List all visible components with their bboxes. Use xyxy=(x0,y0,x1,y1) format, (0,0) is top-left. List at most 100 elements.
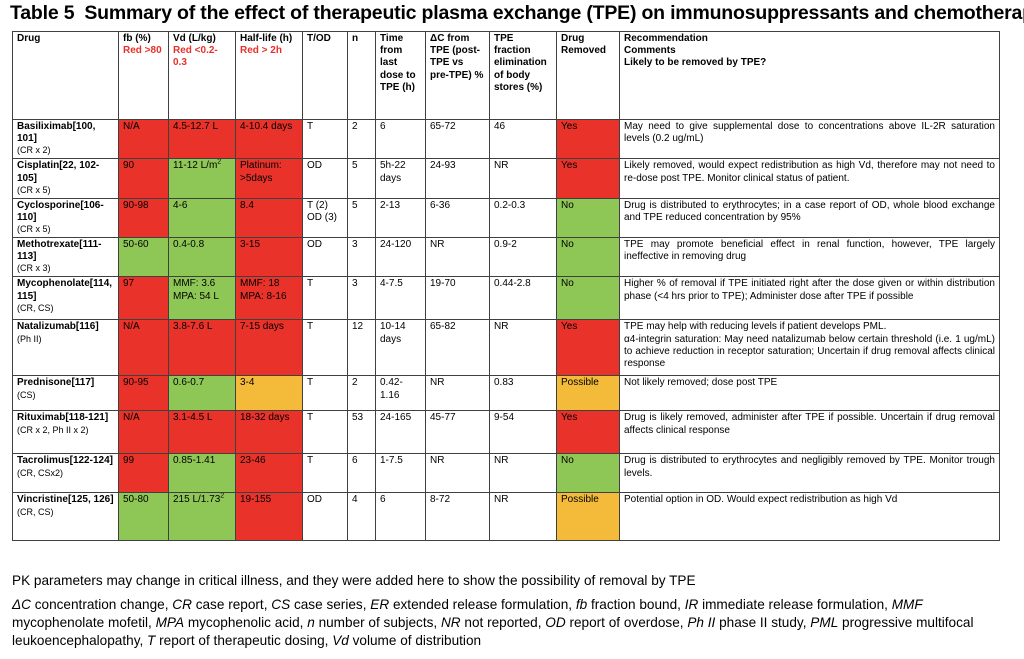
abbr-term: Vd xyxy=(332,633,349,648)
header-half-life: Half-life (h) Red > 2h xyxy=(235,31,303,120)
time-cell: 24-120 xyxy=(375,237,426,278)
drug-cell: Cyclosporine[106-110] (CR x 5) xyxy=(12,197,119,239)
drug-cell: Methotrexate[111-113] (CR x 3) xyxy=(12,237,119,278)
tod-cell: OD xyxy=(302,158,348,199)
abbr-definition: not reported xyxy=(464,615,538,630)
header-fb: fb (%) Red >80 xyxy=(118,31,169,120)
drug-removed-cell: No xyxy=(556,276,620,321)
table-row: Mycophenolate[114, 115] (CR, CS) 97 MMF: 3.… xyxy=(12,276,1000,321)
half-life-cell: 3-4 xyxy=(235,375,303,412)
drug-cell: Vincristine[125, 126] (CR, CS) xyxy=(12,492,119,542)
recommendation-cell: TPE may help with reducing levels if pat… xyxy=(619,319,1000,377)
table-row: Tacrolimus[122-124] (CR, CSx2) 99 0.85-1.41… xyxy=(12,453,1000,494)
drug-name: Natalizumab[116] xyxy=(17,321,99,333)
abbr-definition: progressive multifocal leukoencephalopat… xyxy=(12,615,974,648)
abbr-definition: case report xyxy=(195,597,264,612)
tpe-fraction-cell: 0.9-2 xyxy=(489,237,557,278)
half-life-cell: MMF: 18 MPA: 8-16 xyxy=(235,276,303,321)
tpe-fraction-cell: NR xyxy=(489,492,557,542)
drug-name: Mycophenolate[114, 115] xyxy=(17,278,113,302)
header-tod: T/OD xyxy=(302,31,348,120)
drug-study-type: (CR, CS) xyxy=(17,302,54,313)
time-cell: 1-7.5 xyxy=(375,453,426,494)
drug-cell: Basiliximab[100, 101] (CR x 2) xyxy=(12,118,119,160)
n-cell: 53 xyxy=(347,410,376,455)
abbr-definition: fraction bound xyxy=(590,597,678,612)
vd-cell: 0.6-0.7 xyxy=(168,375,236,412)
recommendation-cell: May need to give supplemental dose to co… xyxy=(619,118,1000,160)
table-row: Vincristine[125, 126] (CR, CS) 50-80 215 L/… xyxy=(12,492,1000,542)
tod-cell: T xyxy=(302,410,348,455)
table-row: Rituximab[118-121] (CR x 2, Ph II x 2) N/A… xyxy=(12,410,1000,455)
table-title: Table 5 Summary of the effect of therapeu… xyxy=(10,2,1024,25)
n-cell: 12 xyxy=(347,319,376,377)
abbr-definition: mycophenolate mofetil xyxy=(12,615,149,630)
fb-cell: N/A xyxy=(118,410,169,455)
n-cell: 3 xyxy=(347,276,376,321)
recommendation-cell: Drug is distributed to erythrocytes and … xyxy=(619,453,1000,494)
drug-name: Cyclosporine[106-110] xyxy=(17,199,104,223)
recommendation-cell: Potential option in OD. Would expect red… xyxy=(619,492,1000,542)
abbr-definition: report of therapeutic dosing xyxy=(159,633,325,648)
n-cell: 2 xyxy=(347,375,376,412)
abbr-term: MMF xyxy=(891,597,923,612)
drug-study-type: (CR, CSx2) xyxy=(17,467,64,478)
drug-cell: Rituximab[118-121] (CR x 2, Ph II x 2) xyxy=(12,410,119,455)
header-n: n xyxy=(347,31,376,120)
table-row: Natalizumab[116] (Ph II) N/A 3.8-7.6 L 7-15 … xyxy=(12,319,1000,377)
header-drug-removed: Drug Removed xyxy=(556,31,620,120)
drug-study-type: (CR, CS) xyxy=(17,506,54,517)
drug-name: Prednisone[117] xyxy=(17,377,95,389)
time-cell: 2-13 xyxy=(375,197,426,239)
drug-removed-cell: No xyxy=(556,197,620,239)
fb-cell: 50-60 xyxy=(118,237,169,278)
abbr-definition: mycophenolic acid xyxy=(187,615,300,630)
drug-study-type: (CS) xyxy=(17,389,36,400)
time-cell: 4-7.5 xyxy=(375,276,426,321)
abbr-term: Ph II xyxy=(687,615,716,630)
delta-c-cell: 45-77 xyxy=(425,410,490,455)
drug-name: Methotrexate[111-113] xyxy=(17,239,102,263)
header-drug: Drug xyxy=(12,31,119,120)
n-cell: 2 xyxy=(347,118,376,160)
abbr-term: PML xyxy=(810,615,839,630)
drug-name: Tacrolimus[122-124] xyxy=(17,455,113,467)
tpe-fraction-cell: 0.83 xyxy=(489,375,557,412)
fb-cell: 97 xyxy=(118,276,169,321)
header-delta-c: ΔC from TPE (post-TPE vs pre-TPE) % xyxy=(425,31,490,120)
drug-study-type: (CR x 2, Ph II x 2) xyxy=(17,424,89,435)
n-cell: 5 xyxy=(347,158,376,199)
drug-cell: Tacrolimus[122-124] (CR, CSx2) xyxy=(12,453,119,494)
delta-c-cell: 6-36 xyxy=(425,197,490,239)
vd-cell: 4.5-12.7 L xyxy=(168,118,236,160)
abbr-term: CR xyxy=(172,597,192,612)
abbr-term: n xyxy=(307,615,315,630)
fb-cell: 50-80 xyxy=(118,492,169,542)
time-cell: 10-14 days xyxy=(375,319,426,377)
drug-study-type: (Ph II) xyxy=(17,333,42,344)
table-row: Methotrexate[111-113] (CR x 3) 50-60 0.4-0.… xyxy=(12,237,1000,278)
tod-cell: T xyxy=(302,319,348,377)
drug-cell: Natalizumab[116] (Ph II) xyxy=(12,319,119,377)
tpe-fraction-cell: 9-54 xyxy=(489,410,557,455)
vd-cell: 3.1-4.5 L xyxy=(168,410,236,455)
vd-cell: 4-6 xyxy=(168,197,236,239)
tpe-fraction-cell: NR xyxy=(489,453,557,494)
delta-c-cell: 65-72 xyxy=(425,118,490,160)
abbreviations-footnote: ΔC concentration change, CR case report,… xyxy=(12,597,974,648)
table-row: Prednisone[117] (CS) 90-95 0.6-0.7 3-4 T 2 0.42… xyxy=(12,375,1000,412)
pk-footnote: PK parameters may change in critical ill… xyxy=(12,573,696,588)
recommendation-cell: Drug is distributed to erythrocytes; in … xyxy=(619,197,1000,239)
drug-name: Vincristine[125, 126] xyxy=(17,494,114,506)
abbr-definition: volume of distribution xyxy=(352,633,482,648)
abbr-definition: case series xyxy=(293,597,363,612)
vd-cell: 0.4-0.8 xyxy=(168,237,236,278)
abbr-definition: report of overdose xyxy=(569,615,680,630)
drug-removed-cell: No xyxy=(556,237,620,278)
drug-removed-cell: Possible xyxy=(556,492,620,542)
half-life-cell: 3-15 xyxy=(235,237,303,278)
tod-cell: OD xyxy=(302,237,348,278)
vd-cell: 11-12 L/m2 xyxy=(168,158,236,199)
tod-cell: T xyxy=(302,118,348,160)
